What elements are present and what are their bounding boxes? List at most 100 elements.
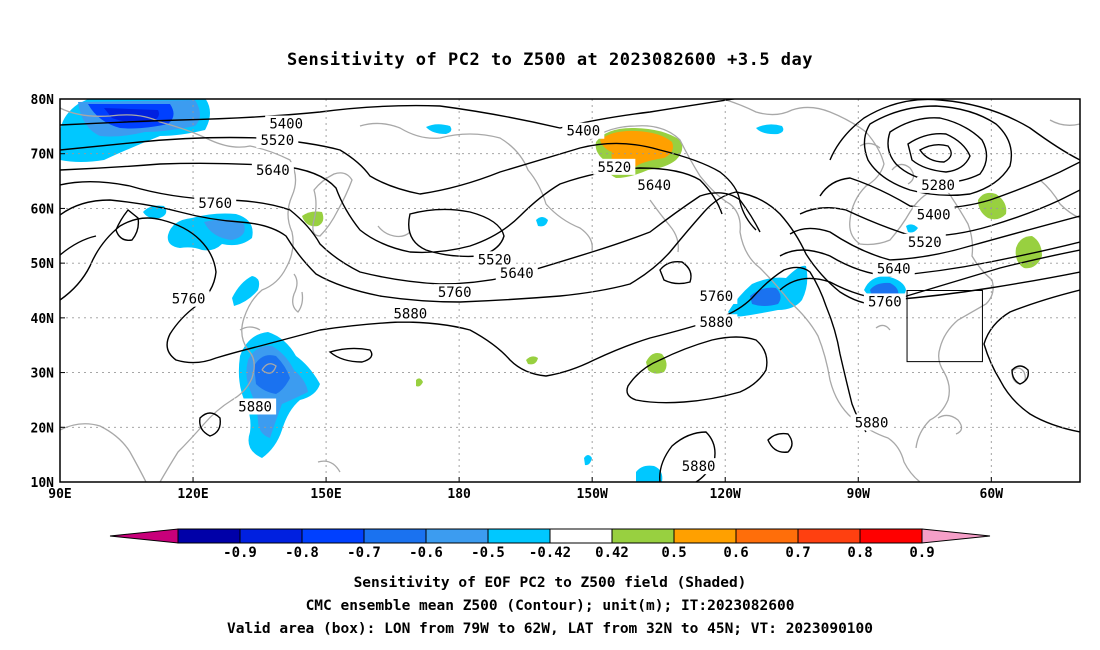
colorbar-swatch (109, 528, 179, 544)
colorbar-label: -0.5 (471, 545, 505, 561)
contour-label-bg (495, 264, 538, 281)
colorbar-swatch (239, 528, 303, 544)
lon-tick-label: 120E (177, 487, 208, 502)
contour-label-bg (251, 162, 294, 179)
colorbar-label: -0.6 (409, 545, 443, 561)
contour-label-bg (695, 314, 738, 331)
colorbar-swatch (301, 528, 365, 544)
contour-label: 5520 (597, 160, 631, 176)
contour-label-bg (389, 305, 432, 322)
contour-label-bg (167, 290, 210, 307)
lat-tick-label: 40N (31, 312, 55, 327)
caption-line-3: Valid area (box): LON from 79W to 62W, L… (226, 621, 873, 637)
colorbar-label: -0.9 (223, 545, 257, 561)
contour-label-bg (863, 293, 906, 310)
sensitivity-shading (60, 99, 1042, 482)
map-title: Sensitivity of PC2 to Z500 at 2023082600… (286, 50, 813, 70)
colorbar: -0.9 -0.8 -0.7 -0.6 -0.5 -0.42 0.42 0.5 0.6 0.7 0.… (109, 528, 991, 561)
shade-patch (143, 205, 167, 219)
contour-label: 5880 (682, 459, 716, 475)
colorbar-label: -0.8 (285, 545, 319, 561)
contour-label: 5760 (172, 292, 206, 308)
contour-label: 5640 (877, 262, 911, 278)
shade-patch (646, 353, 667, 374)
lat-tick-label: 30N (31, 367, 55, 382)
colorbar-swatch (549, 528, 613, 544)
colorbar-label: -0.7 (347, 545, 381, 561)
contour-label: 5760 (438, 285, 472, 301)
lon-tick-label: 150E (310, 487, 341, 502)
colorbar-swatch (487, 528, 551, 544)
colorbar-swatch (611, 528, 675, 544)
contour-label-bg (903, 233, 946, 250)
contour-label-bg (562, 122, 605, 139)
contour-label: 5880 (699, 315, 733, 331)
contour-label: 5400 (917, 207, 951, 223)
lat-tick-label: 80N (31, 93, 55, 108)
shade-patch (232, 276, 260, 306)
lon-tick-label: 60W (980, 487, 1004, 502)
contour-label-bg (473, 251, 516, 268)
lat-tick-label: 60N (31, 202, 55, 217)
valid-area-box (906, 290, 983, 363)
contour-label-bg (234, 398, 277, 415)
shade-patch (302, 211, 324, 227)
colorbar-label: 0.5 (661, 545, 686, 561)
lon-tick-label: 120W (710, 487, 741, 502)
contour-label: 5760 (868, 294, 902, 310)
colorbar-label: 0.7 (785, 545, 810, 561)
colorbar-label: -0.42 (529, 545, 571, 561)
colorbar-label: 0.42 (595, 545, 629, 561)
contour-label-bg (633, 176, 676, 193)
contour-label: 5880 (238, 399, 272, 415)
shade-patch (756, 124, 784, 135)
lon-tick-label: 180 (447, 487, 471, 502)
longitude-labels: 90E 120E 150E 180 150W 120W 90W 60W (48, 477, 1003, 502)
colorbar-swatch (735, 528, 799, 544)
colorbar-swatch (425, 528, 489, 544)
contour-label-bg (872, 260, 915, 277)
contour-label: 5280 (921, 178, 955, 194)
shade-patch (526, 356, 538, 365)
contour-label: 5760 (699, 289, 733, 305)
colorbar-label: 0.9 (909, 545, 934, 561)
colorbar-swatch (797, 528, 861, 544)
contour-label-bg (912, 206, 955, 223)
colorbar-label: 0.8 (847, 545, 872, 561)
lat-tick-label: 20N (31, 421, 55, 436)
shade-patch (416, 378, 423, 387)
shade-patch (906, 224, 918, 233)
contour-label: 5640 (256, 163, 290, 179)
contour-label-bg (677, 458, 720, 475)
colorbar-swatch (673, 528, 737, 544)
contour-label-bg (256, 132, 299, 149)
latitude-labels: 80N 70N 60N 50N 40N 30N 20N 10N (31, 93, 65, 491)
lat-tick-label: 70N (31, 148, 55, 163)
contour-label-bg (593, 158, 636, 175)
contour-label: 5640 (500, 266, 534, 282)
caption-line-1: Sensitivity of EOF PC2 to Z500 field (Sh… (353, 575, 747, 591)
contour-label: 5760 (198, 196, 232, 212)
contour-label: 5400 (566, 124, 600, 140)
colorbar-swatch (921, 528, 991, 544)
shade-patch (536, 217, 548, 227)
contour-label: 5520 (908, 235, 942, 251)
shade-patch (978, 192, 1007, 220)
shade-patch (636, 465, 663, 482)
contour-label: 5880 (855, 415, 889, 431)
contour-label-bg (695, 287, 738, 304)
contour-label-bg (850, 414, 893, 431)
contour-label-bg (917, 176, 960, 193)
lat-tick-label: 50N (31, 257, 55, 272)
contour-label: 5520 (260, 133, 294, 149)
lon-tick-label: 90E (48, 487, 71, 502)
lon-tick-label: 90W (847, 487, 871, 502)
contour-label: 5880 (393, 306, 427, 322)
shade-patch (204, 219, 245, 240)
contour-label: 5640 (637, 178, 671, 194)
contour-label-bg (433, 284, 476, 301)
map-frame (59, 98, 1081, 483)
lon-tick-label: 150W (577, 487, 608, 502)
shade-patch (426, 124, 452, 134)
